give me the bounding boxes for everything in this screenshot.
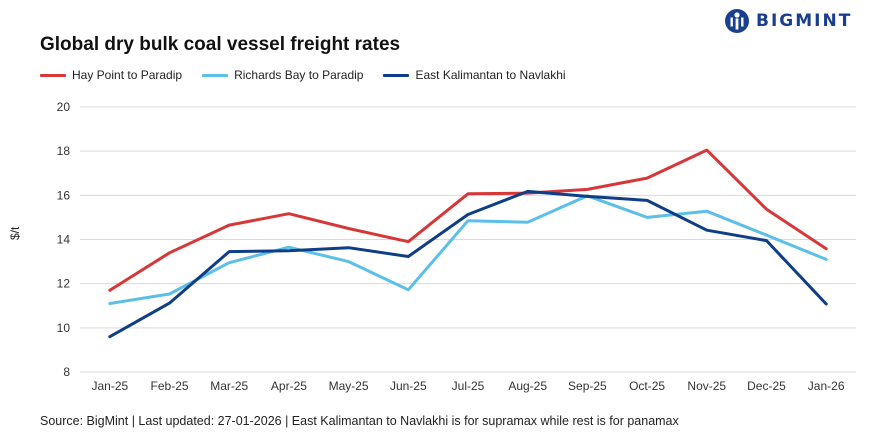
x-tick-label: May-25 [329, 379, 369, 393]
y-tick-label: 18 [57, 144, 71, 158]
series-line [108, 148, 828, 292]
source-note: Source: BigMint | Last updated: 27-01-20… [40, 414, 679, 428]
legend-label: Richards Bay to Paradip [234, 68, 364, 82]
x-tick-label: Jul-25 [452, 379, 485, 393]
legend-swatch [202, 73, 229, 77]
y-tick-label: 14 [57, 233, 71, 247]
bigmint-logo: BIGMINT [724, 8, 852, 34]
chart-legend: Hay Point to Paradip Richards Bay to Para… [40, 68, 586, 82]
legend-item: East Kalimantan to Navlakhi [383, 68, 566, 82]
series-line [108, 194, 828, 305]
y-tick-label: 8 [63, 365, 70, 379]
x-tick-label: Apr-25 [271, 379, 307, 393]
brand-name: BIGMINT [756, 11, 853, 31]
x-tick-label: Jan-26 [808, 379, 845, 393]
bigmint-logo-icon [725, 9, 749, 33]
legend-swatch [383, 73, 410, 77]
legend-item: Hay Point to Paradip [40, 68, 182, 82]
y-tick-label: 20 [57, 100, 71, 114]
legend-item: Richards Bay to Paradip [202, 68, 363, 82]
y-tick-label: 16 [57, 188, 71, 202]
series-line [108, 189, 828, 339]
legend-label: East Kalimantan to Navlakhi [415, 68, 566, 82]
y-tick-label: 12 [57, 277, 71, 291]
x-tick-label: Mar-25 [210, 379, 248, 393]
x-tick-label: Aug-25 [508, 379, 547, 393]
x-tick-label: Dec-25 [747, 379, 786, 393]
x-tick-label: Nov-25 [687, 379, 726, 393]
x-tick-label: Jan-25 [91, 379, 128, 393]
legend-label: Hay Point to Paradip [72, 68, 183, 82]
x-tick-label: Feb-25 [151, 379, 189, 393]
x-tick-label: Jun-25 [390, 379, 427, 393]
line-chart: 8 10 12 14 16 18 20 Jan-25 Feb-25 Mar-25 Apr-25 May… [57, 100, 856, 393]
x-tick-label: Oct-25 [629, 379, 665, 393]
x-tick-label: Sep-25 [568, 379, 607, 393]
y-tick-label: 10 [57, 321, 71, 335]
legend-swatch [40, 73, 66, 77]
chart-title: Global dry bulk coal vessel freight rate… [40, 34, 401, 55]
